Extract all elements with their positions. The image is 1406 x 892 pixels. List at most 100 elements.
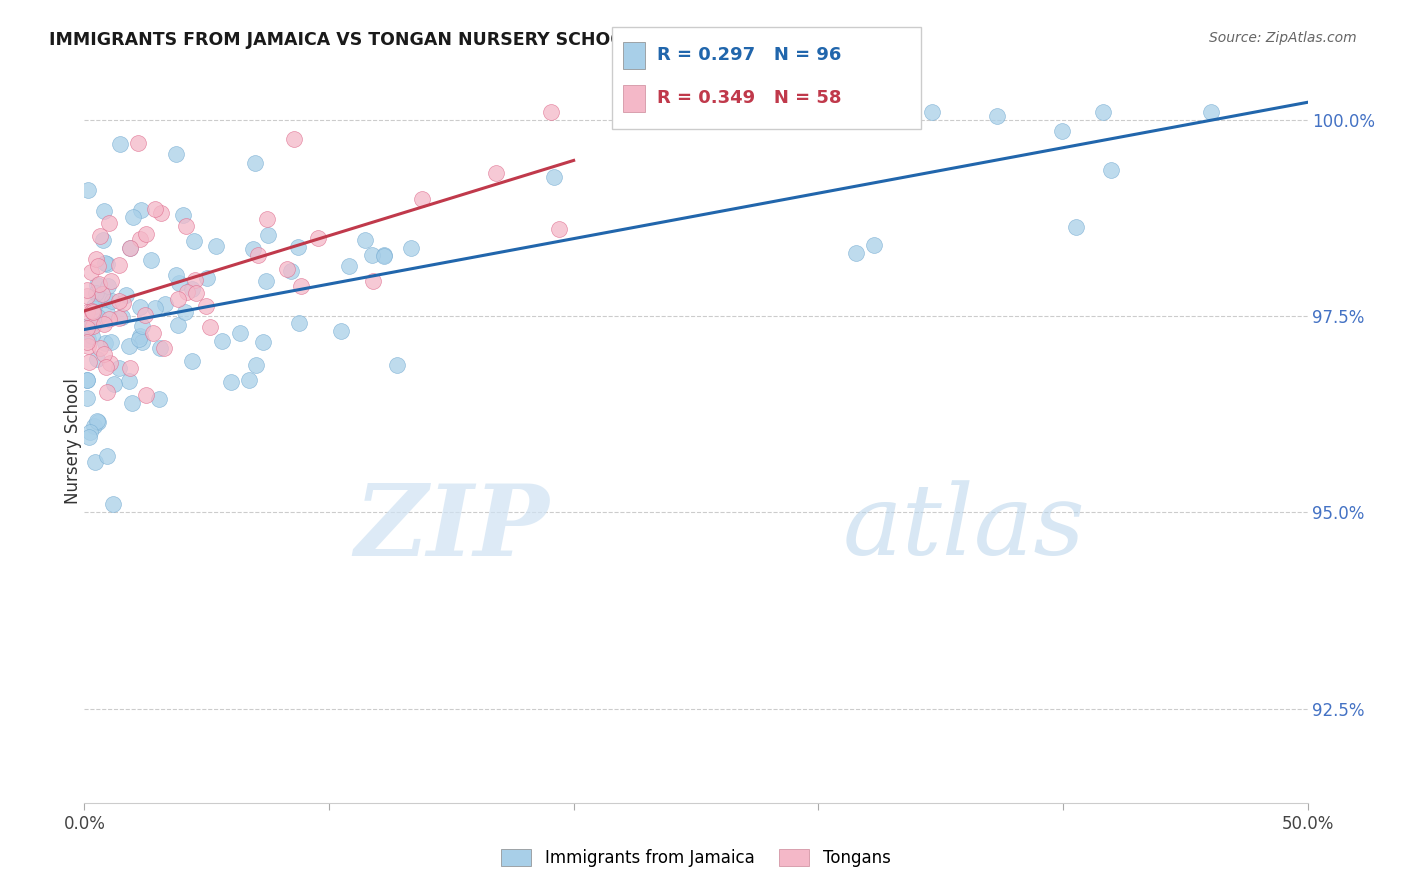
Point [287,317,309,331]
Point [373,249,395,263]
Point [186,285,208,300]
Point [194,299,217,313]
Point [112,295,135,310]
Point [115,288,138,302]
Point [247,248,270,262]
Point [97,279,120,293]
Text: R = 0.349   N = 58: R = 0.349 N = 58 [657,89,841,107]
Point [79,425,101,440]
Point [100,334,122,349]
Point [254,274,277,288]
Point [118,374,141,388]
Point [165,146,187,161]
Point [131,334,153,349]
Point [184,273,207,287]
Point [76,318,98,333]
Point [360,248,382,262]
Point [94,336,117,351]
Point [76,374,98,388]
Point [399,242,422,256]
Point [96,306,118,320]
Point [167,318,190,332]
Point [290,279,312,293]
Point [117,339,139,353]
Point [174,305,197,319]
Point [385,358,408,372]
Point [77,339,100,353]
Text: atlas: atlas [842,481,1085,576]
Point [89,229,111,244]
Point [100,274,122,288]
Point [121,210,143,224]
Point [339,260,361,274]
Point [174,219,197,234]
Point [96,257,118,271]
Point [257,227,280,242]
Point [245,358,267,372]
Point [180,282,202,296]
Point [153,341,176,355]
Point [77,332,100,346]
Point [143,301,166,315]
Point [211,334,233,348]
Point [139,252,162,267]
Point [103,376,125,391]
Point [96,449,118,463]
Point [167,292,190,306]
Point [172,208,194,222]
Point [101,293,124,308]
Point [110,310,132,325]
Point [118,241,141,255]
Legend: Immigrants from Jamaica, Tongans: Immigrants from Jamaica, Tongans [502,848,890,867]
Point [256,211,278,226]
Point [91,233,114,247]
Point [83,299,105,313]
Point [83,455,105,469]
Point [127,136,149,150]
Point [79,355,101,369]
Point [97,216,120,230]
Point [87,259,110,273]
Point [149,341,172,355]
Point [921,104,943,119]
Point [76,321,98,335]
Point [108,360,131,375]
Y-axis label: Nursery School: Nursery School [65,378,82,505]
Point [76,334,98,349]
Point [82,319,104,334]
Point [80,265,103,279]
Point [134,309,156,323]
Point [183,234,205,248]
Point [89,341,111,355]
Point [94,293,117,307]
Point [176,285,198,299]
Point [90,286,112,301]
Point [287,239,309,253]
Text: Source: ZipAtlas.com: Source: ZipAtlas.com [1209,31,1357,45]
Point [86,310,108,324]
Point [863,238,886,252]
Point [79,318,101,332]
Point [229,326,252,341]
Point [1199,104,1222,119]
Point [242,242,264,256]
Point [108,310,131,325]
Point [543,170,565,185]
Point [83,309,105,323]
Point [195,271,218,285]
Point [86,252,108,267]
Point [181,354,204,368]
Point [87,415,110,429]
Point [361,274,384,288]
Point [129,202,152,217]
Point [82,305,104,319]
Point [165,268,187,282]
Point [411,192,433,206]
Point [84,286,107,301]
Point [484,165,506,179]
Point [205,239,228,253]
Point [1091,104,1114,119]
Point [80,304,103,318]
Point [548,222,571,236]
Point [128,332,150,346]
